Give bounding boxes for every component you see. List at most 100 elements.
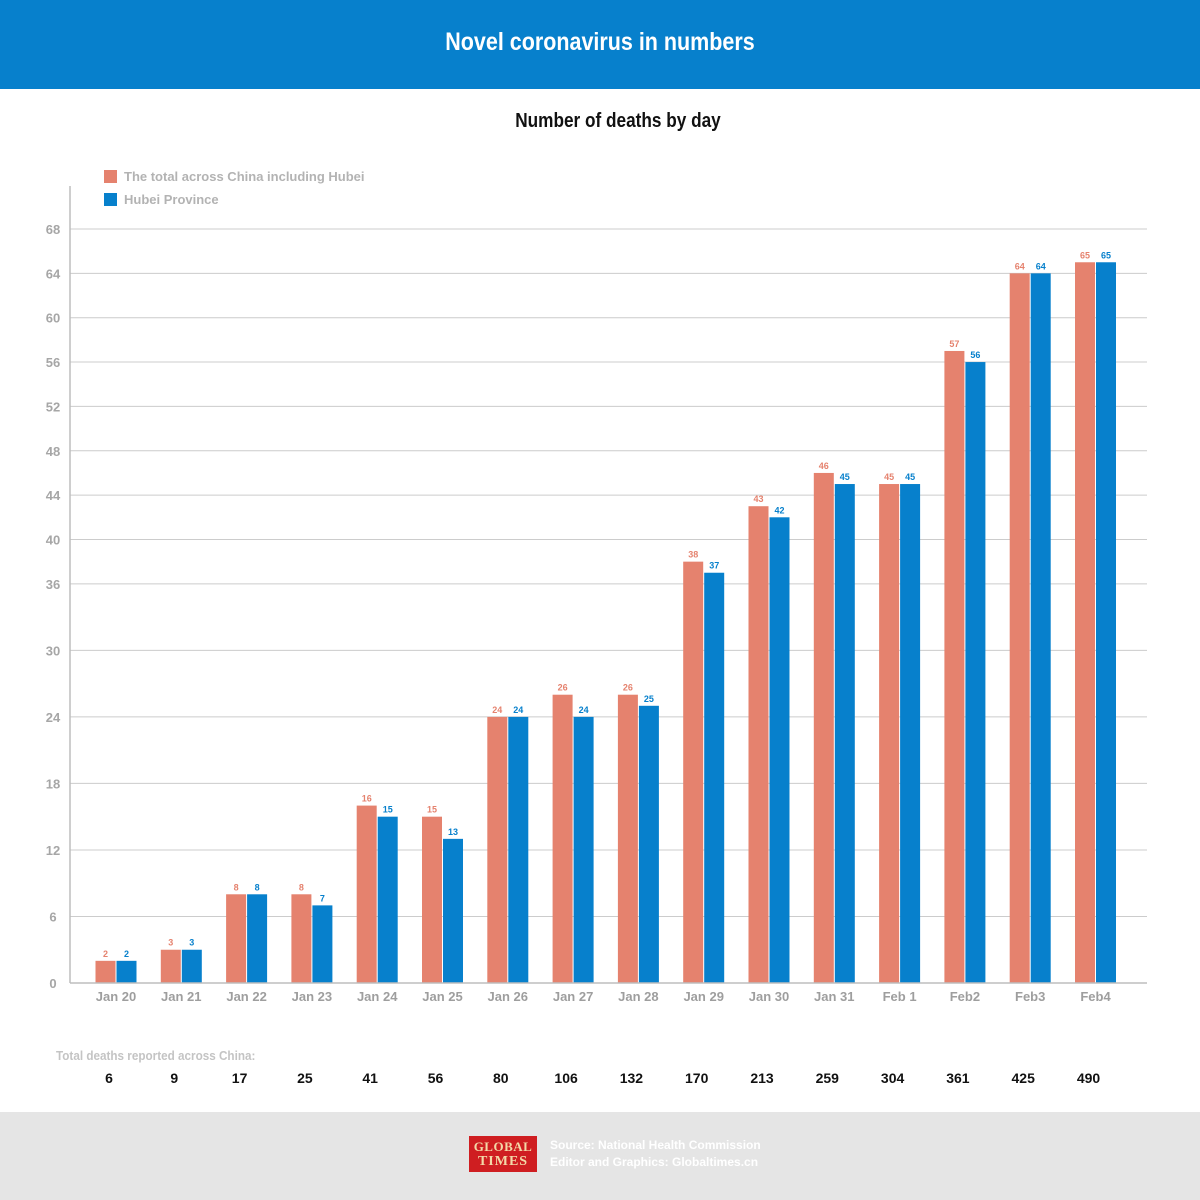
bar-total [879, 484, 900, 983]
total-deaths-value: 9 [170, 1070, 179, 1086]
x-axis-labels: Jan 20 Jan 21 Jan 22 Jan 23 Jan 24 Jan 25 Jan … [96, 989, 1112, 1004]
bar-hubei [247, 894, 268, 983]
x-tick-label: Jan 28 [618, 989, 658, 1004]
value-label-hubei: 2 [124, 949, 129, 959]
bar-total [813, 472, 834, 983]
y-tick-label: 64 [46, 266, 61, 281]
bar-total [487, 716, 508, 983]
y-tick-label: 6 [49, 909, 56, 924]
x-tick-label: Jan 23 [292, 989, 332, 1004]
header-banner: Novel coronavirus in numbers [0, 0, 1200, 89]
source-credit: Source: National Health Commission [550, 1138, 761, 1152]
value-label-hubei: 24 [579, 705, 589, 715]
header-title: Novel coronavirus in numbers [445, 28, 755, 56]
bar-total [683, 561, 704, 983]
value-label-hubei: 56 [970, 350, 980, 360]
legend-swatch-total [104, 170, 117, 183]
bar-hubei [116, 960, 137, 983]
value-label-total: 15 [427, 805, 437, 815]
value-label-hubei: 45 [905, 472, 915, 482]
y-tick-label: 52 [46, 399, 60, 414]
value-label-total: 64 [1015, 261, 1025, 271]
value-label-total: 43 [753, 494, 763, 504]
total-deaths-value: 213 [750, 1070, 774, 1086]
bar-hubei [965, 362, 986, 983]
x-tick-label: Jan 27 [553, 989, 593, 1004]
y-tick-label: 68 [46, 222, 60, 237]
total-deaths-value: 361 [946, 1070, 970, 1086]
value-label-hubei: 42 [774, 505, 784, 515]
total-deaths-value: 425 [1011, 1070, 1035, 1086]
total-deaths-value: 56 [427, 1070, 444, 1086]
legend: The total across China including Hubei H… [104, 169, 365, 207]
x-tick-label: Jan 25 [422, 989, 462, 1004]
logo-text-top: GLOBAL [473, 1139, 533, 1154]
bar-total [1075, 262, 1095, 983]
y-axis-ticks: 0 6 12 18 24 30 36 40 44 48 52 56 60 64 68 [46, 222, 61, 991]
total-deaths-value: 259 [815, 1070, 839, 1086]
logo-text-bottom: TIMES [477, 1154, 529, 1169]
value-label-hubei: 64 [1036, 261, 1046, 271]
y-tick-label: 60 [46, 311, 60, 326]
value-label-total: 57 [949, 339, 959, 349]
x-tick-label: Jan 26 [488, 989, 528, 1004]
x-tick-label: Feb2 [950, 989, 980, 1004]
total-deaths-value: 304 [880, 1070, 905, 1086]
total-deaths-value: 490 [1076, 1070, 1101, 1086]
y-tick-label: 12 [46, 843, 60, 858]
bars [95, 262, 1116, 984]
bar-hubei [638, 705, 659, 983]
value-label-hubei: 7 [320, 893, 325, 903]
value-label-total: 2 [103, 949, 108, 959]
total-deaths-value: 17 [231, 1070, 248, 1086]
totals-row: 6 9 17 25 41 56 80 106 132 170 213 259 304 361 425 490 [0, 1070, 1200, 1090]
y-tick-label: 24 [46, 710, 61, 725]
value-label-total: 3 [168, 938, 173, 948]
y-tick-label: 40 [46, 532, 60, 547]
totals-caption: Total deaths reported across China: [56, 1048, 256, 1063]
legend-swatch-hubei [104, 193, 117, 206]
value-label-total: 8 [299, 882, 304, 892]
x-tick-label: Jan 20 [96, 989, 136, 1004]
gridlines [70, 228, 1147, 917]
bar-hubei [900, 484, 921, 983]
bar-total [422, 816, 442, 983]
x-tick-label: Jan 29 [683, 989, 723, 1004]
value-label-total: 16 [362, 794, 372, 804]
legend-label-total: The total across China including Hubei [124, 169, 365, 184]
y-tick-label: 36 [46, 577, 60, 592]
bar-total [748, 506, 769, 983]
bar-chart: The total across China including Hubei H… [46, 169, 1147, 1004]
value-label-total: 24 [492, 705, 502, 715]
value-label-total: 38 [688, 550, 698, 560]
value-label-hubei: 37 [709, 561, 719, 571]
bar-hubei [1096, 262, 1116, 983]
bar-hubei [312, 905, 333, 983]
bar-total [226, 894, 247, 983]
x-tick-label: Jan 21 [161, 989, 201, 1004]
total-deaths-value: 170 [685, 1070, 709, 1086]
y-tick-label: 48 [46, 444, 60, 459]
y-tick-label: 56 [46, 355, 60, 370]
bar-hubei [508, 716, 529, 983]
value-label-total: 46 [819, 461, 829, 471]
total-deaths-value: 80 [493, 1070, 509, 1086]
bar-total [617, 694, 638, 983]
bar-hubei [769, 517, 790, 983]
legend-label-hubei: Hubei Province [124, 192, 219, 207]
bar-total [291, 894, 312, 983]
bar-total [1009, 273, 1030, 984]
bar-total [552, 694, 573, 983]
bar-hubei [377, 816, 398, 983]
bar-hubei [443, 838, 463, 983]
value-label-hubei: 24 [513, 705, 523, 715]
total-deaths-value: 41 [362, 1070, 378, 1086]
total-deaths-value: 132 [619, 1070, 644, 1086]
value-label-total: 8 [234, 882, 239, 892]
bar-hubei [1030, 273, 1051, 984]
y-tick-label: 44 [46, 488, 61, 503]
bar-hubei [834, 484, 855, 983]
y-tick-label: 0 [49, 976, 56, 991]
bar-total [160, 949, 181, 983]
